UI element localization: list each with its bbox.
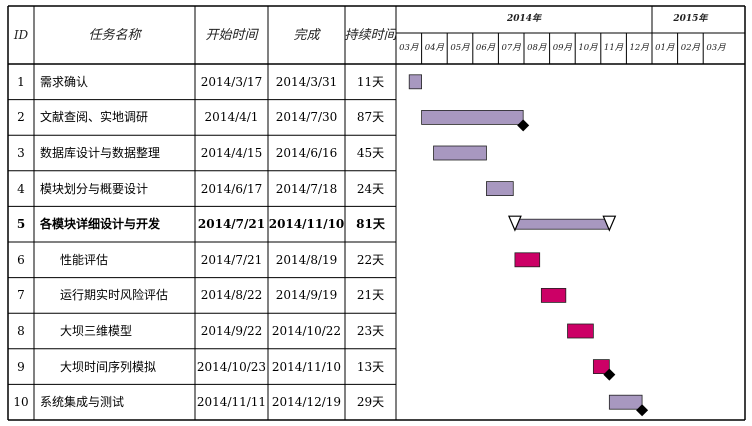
task-duration: 87天 xyxy=(356,110,385,125)
task-id: 9 xyxy=(17,359,25,374)
task-name: 大坝时间序列模拟 xyxy=(60,359,157,374)
task-duration: 45天 xyxy=(356,145,385,160)
task-start: 2014/4/1 xyxy=(204,110,259,125)
task-id: 2 xyxy=(17,110,25,125)
task-end: 2014/11/10 xyxy=(268,217,345,232)
task-name: 运行期实时风险评估 xyxy=(60,288,169,303)
month-label: 04月 xyxy=(424,43,445,54)
month-label: 05月 xyxy=(450,43,470,54)
milestone-diamond xyxy=(517,119,530,132)
task-start: 2014/9/22 xyxy=(200,323,263,338)
task-name: 系统集成与测试 xyxy=(40,395,125,410)
month-label: 08月 xyxy=(527,43,547,54)
header-duration: 持续时间 xyxy=(345,27,396,43)
task-start: 2014/8/22 xyxy=(200,288,263,303)
task-name: 模块划分与概要设计 xyxy=(40,181,149,196)
month-label: 02月 xyxy=(680,43,701,54)
task-name: 性能评估 xyxy=(60,252,109,267)
task-end: 2014/12/19 xyxy=(271,395,342,410)
task-end: 2014/7/30 xyxy=(275,110,338,125)
task-id: 8 xyxy=(17,323,25,338)
task-start: 2014/10/23 xyxy=(196,359,267,374)
task-bar[interactable] xyxy=(514,218,610,230)
task-duration: 29天 xyxy=(356,395,385,410)
task-start: 2014/3/17 xyxy=(200,74,263,89)
year-label: 2014年 xyxy=(506,14,542,24)
task-end: 2014/9/19 xyxy=(275,288,338,303)
task-end: 2014/3/31 xyxy=(275,74,338,89)
task-bar[interactable] xyxy=(592,359,610,375)
task-name: 文献查阅、实地调研 xyxy=(40,110,149,125)
task-id: 3 xyxy=(17,145,25,160)
task-start: 2014/7/21 xyxy=(200,252,263,267)
task-end: 2014/7/18 xyxy=(275,181,338,196)
task-name: 大坝三维模型 xyxy=(60,323,133,338)
task-start: 2014/7/21 xyxy=(197,217,266,232)
task-id: 1 xyxy=(17,74,25,89)
month-label: 01月 xyxy=(655,43,675,54)
task-bar[interactable] xyxy=(486,181,514,197)
task-bar[interactable] xyxy=(421,110,524,125)
task-start: 2014/4/15 xyxy=(200,145,263,160)
task-bar[interactable] xyxy=(540,287,567,303)
task-name: 需求确认 xyxy=(40,74,89,89)
task-duration: 24天 xyxy=(356,181,385,196)
task-bar[interactable] xyxy=(514,252,541,268)
task-id: 10 xyxy=(13,395,29,410)
header-id: ID xyxy=(13,28,29,42)
month-label: 07月 xyxy=(501,43,521,54)
header-name: 任务名称 xyxy=(88,27,141,43)
task-id: 6 xyxy=(17,252,25,267)
task-duration: 11天 xyxy=(356,74,385,89)
task-duration: 21天 xyxy=(356,288,385,303)
task-start: 2014/6/17 xyxy=(200,181,263,196)
task-name: 各模块详细设计与开发 xyxy=(40,217,161,232)
task-bar[interactable] xyxy=(433,145,487,161)
header-end: 完成 xyxy=(293,27,320,43)
task-bar[interactable] xyxy=(567,323,594,339)
month-label: 03月 xyxy=(706,43,726,54)
task-bar[interactable] xyxy=(408,74,422,90)
task-duration: 13天 xyxy=(356,359,385,374)
task-duration: 81天 xyxy=(356,217,385,232)
task-start: 2014/11/11 xyxy=(196,395,267,410)
year-label: 2015年 xyxy=(673,14,708,24)
month-label: 12月 xyxy=(629,43,649,54)
task-id: 7 xyxy=(17,288,25,303)
task-bar[interactable] xyxy=(608,394,643,410)
summary-marker xyxy=(602,215,617,232)
milestone-diamond xyxy=(636,404,649,417)
header-start: 开始时间 xyxy=(205,27,258,43)
month-label: 11月 xyxy=(603,43,624,54)
task-duration: 23天 xyxy=(356,323,385,338)
month-label: 09月 xyxy=(552,43,573,54)
task-id: 4 xyxy=(17,181,25,196)
task-duration: 22天 xyxy=(356,252,385,267)
task-end: 2014/8/19 xyxy=(275,252,338,267)
task-id: 5 xyxy=(16,217,26,232)
task-name: 数据库设计与数据整理 xyxy=(40,145,161,160)
month-label: 06月 xyxy=(475,43,496,54)
month-label: 03月 xyxy=(399,43,419,54)
month-label: 10月 xyxy=(578,43,598,54)
task-end: 2014/10/22 xyxy=(271,323,342,338)
task-end: 2014/11/10 xyxy=(271,359,342,374)
task-end: 2014/6/16 xyxy=(275,145,338,160)
summary-marker xyxy=(508,215,522,232)
milestone-diamond xyxy=(603,368,616,381)
